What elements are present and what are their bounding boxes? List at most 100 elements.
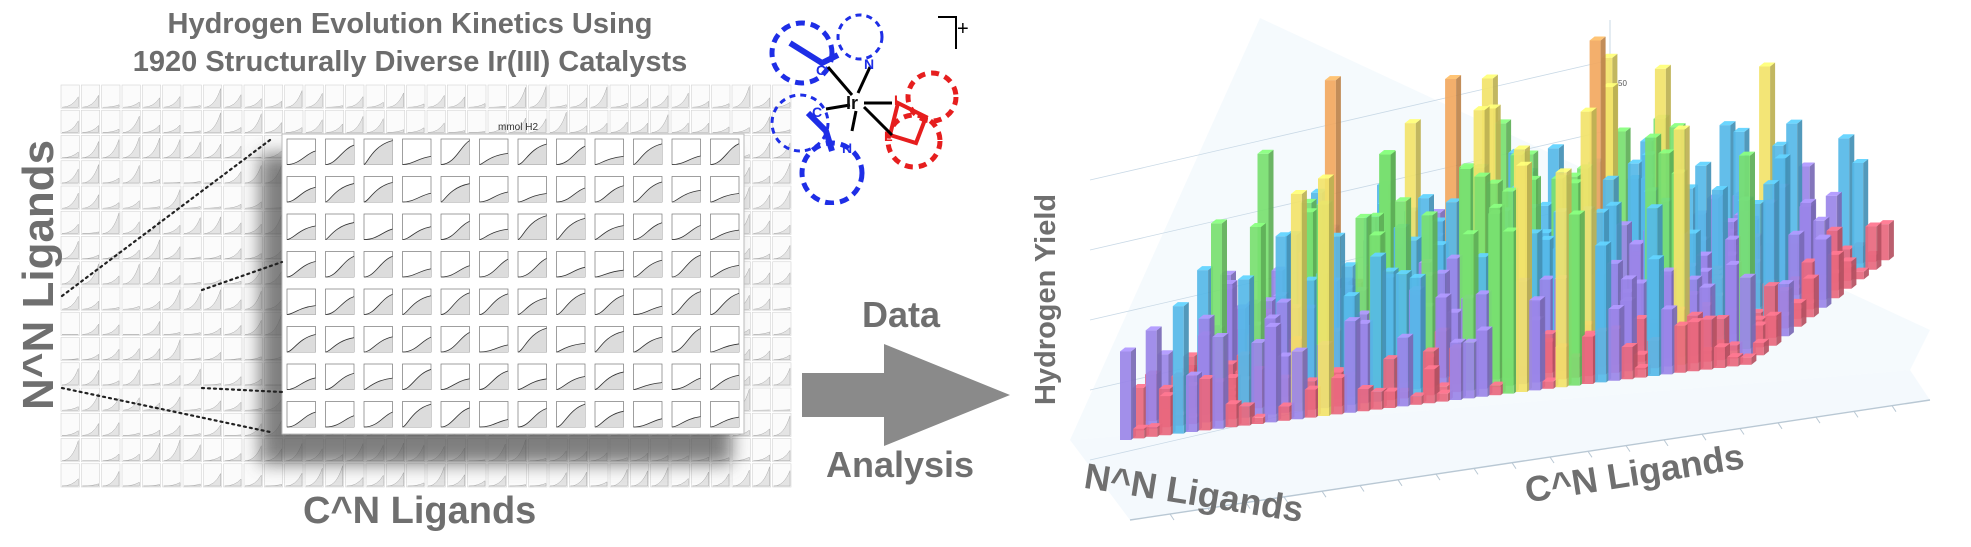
mosaic-thumbnail xyxy=(243,362,263,387)
ligand-n-label-top: N xyxy=(864,56,874,72)
mosaic-thumbnail xyxy=(162,337,182,362)
nn-ligands-axis-label: N^N Ligands xyxy=(14,139,63,410)
mosaic-thumbnail xyxy=(487,109,507,134)
mosaic-thumbnail xyxy=(752,185,771,210)
inset-kinetics-plot xyxy=(440,326,470,353)
mosaic-thumbnail xyxy=(630,84,649,109)
inset-kinetics-plot xyxy=(556,138,586,165)
mosaic-thumbnail xyxy=(467,84,487,109)
mosaic-thumbnail xyxy=(60,109,80,134)
inset-kinetics-plot xyxy=(440,401,470,428)
mosaic-thumbnail xyxy=(752,109,771,134)
mosaic-thumbnail xyxy=(182,109,202,134)
mosaic-thumbnail xyxy=(142,84,161,109)
mosaic-thumbnail xyxy=(121,311,141,336)
inset-kinetics-plot xyxy=(363,288,393,315)
inset-kinetics-plot xyxy=(710,326,740,353)
mosaic-thumbnail xyxy=(569,84,588,109)
inset-kinetics-plot xyxy=(325,251,355,278)
mosaic-thumbnail xyxy=(528,463,548,488)
mosaic-thumbnail xyxy=(447,84,466,109)
mosaic-thumbnail xyxy=(508,84,527,109)
mosaic-thumbnail xyxy=(467,463,487,488)
mosaic-thumbnail xyxy=(243,236,263,261)
inset-kinetics-plot xyxy=(671,138,701,165)
inset-kinetics-plot xyxy=(517,213,547,240)
mosaic-thumbnail xyxy=(101,261,121,286)
ligand-l-label-bottom: L xyxy=(884,128,893,144)
mosaic-thumbnail xyxy=(365,463,385,488)
mosaic-thumbnail xyxy=(406,84,426,109)
inset-kinetics-plot xyxy=(479,138,509,165)
mosaic-thumbnail xyxy=(752,210,771,235)
inset-kinetics-plot xyxy=(286,288,316,315)
mosaic-thumbnail xyxy=(203,311,222,336)
mosaic-thumbnail xyxy=(243,109,263,134)
mosaic-thumbnail xyxy=(264,463,283,488)
mosaic-thumbnail xyxy=(101,412,121,437)
mosaic-thumbnail xyxy=(548,84,568,109)
inset-kinetics-plot xyxy=(556,363,586,390)
inset-kinetics-plot xyxy=(710,213,740,240)
inset-kinetics-plot xyxy=(363,176,393,203)
mosaic-thumbnail xyxy=(182,311,202,336)
mosaic-thumbnail xyxy=(121,210,141,235)
mosaic-thumbnail xyxy=(60,135,80,160)
mosaic-thumbnail xyxy=(752,362,771,387)
inset-kinetics-plot xyxy=(633,401,663,428)
arrow-label-analysis: Analysis xyxy=(826,444,975,485)
mosaic-thumbnail xyxy=(142,109,161,134)
inset-kinetics-plot xyxy=(671,288,701,315)
mosaic-thumbnail xyxy=(162,311,182,336)
yield-bar xyxy=(1252,413,1268,424)
mosaic-thumbnail xyxy=(121,362,141,387)
mosaic-thumbnail xyxy=(142,412,161,437)
mosaic-thumbnail xyxy=(121,463,141,488)
mosaic-thumbnail xyxy=(752,286,771,311)
inset-kinetics-plot xyxy=(517,176,547,203)
inset-kinetics-plot xyxy=(363,401,393,428)
mosaic-thumbnail xyxy=(711,463,731,488)
inset-kinetics-plot xyxy=(363,213,393,240)
mosaic-thumbnail xyxy=(60,438,80,463)
mosaic-thumbnail xyxy=(223,463,243,488)
inset-kinetics-plot xyxy=(286,401,316,428)
mosaic-thumbnail xyxy=(284,463,304,488)
mosaic-thumbnail xyxy=(589,109,609,134)
mosaic-thumbnail xyxy=(447,463,466,488)
mosaic-thumbnail xyxy=(162,463,182,488)
inset-kinetics-plot xyxy=(710,363,740,390)
inset-kinetics-plot xyxy=(517,288,547,315)
mosaic-thumbnail xyxy=(60,463,80,488)
mosaic-thumbnail xyxy=(752,337,771,362)
inset-kinetics-plot xyxy=(286,326,316,353)
inset-kinetics-plot xyxy=(671,213,701,240)
mosaic-thumbnail xyxy=(264,84,283,109)
mosaic-thumbnail xyxy=(691,84,710,109)
mosaic-thumbnail xyxy=(670,84,690,109)
yield-bar xyxy=(1621,342,1638,380)
mosaic-thumbnail xyxy=(101,109,121,134)
mosaic-thumbnail xyxy=(752,160,771,185)
inset-kinetics-plot xyxy=(363,251,393,278)
mosaic-thumbnail xyxy=(304,109,324,134)
inset-kinetics-plot xyxy=(633,288,663,315)
inset-kinetics-plot xyxy=(402,326,432,353)
mosaic-thumbnail xyxy=(162,84,182,109)
mosaic-thumbnail xyxy=(243,337,263,362)
inset-kinetics-plot xyxy=(325,176,355,203)
mosaic-thumbnail xyxy=(182,84,202,109)
inset-kinetics-plot xyxy=(671,326,701,353)
mosaic-thumbnail xyxy=(772,337,792,362)
mosaic-thumbnail xyxy=(101,311,121,336)
mosaic-thumbnail xyxy=(386,463,405,488)
inset-kinetics-plot xyxy=(402,138,432,165)
cn-ligand-top xyxy=(769,13,884,86)
mosaic-thumbnail xyxy=(630,463,649,488)
yield-bar xyxy=(1765,311,1782,346)
mosaic-thumbnail xyxy=(731,463,751,488)
inset-kinetics-plot xyxy=(594,213,624,240)
mosaic-thumbnail xyxy=(142,261,161,286)
inset-kinetics-plot xyxy=(325,363,355,390)
mosaic-thumbnail xyxy=(81,210,100,235)
